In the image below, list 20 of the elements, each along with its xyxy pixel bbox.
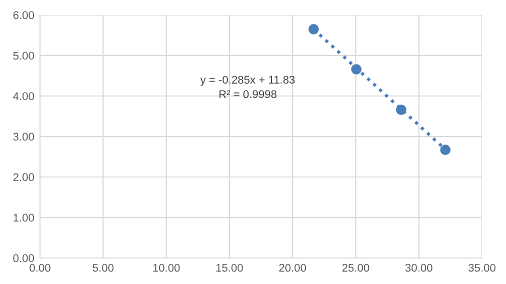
y-tick-label: 0.00: [13, 254, 34, 262]
point: [440, 144, 451, 156]
y-tick-label: 1.00: [14, 214, 34, 222]
x-tick-label: 15.00: [216, 264, 243, 272]
x-tick-label: 0.00: [30, 264, 50, 272]
y-tick-label: 2.00: [13, 173, 34, 182]
y-tick-label: 4.00: [13, 92, 34, 100]
x-tick-label: 20.00: [279, 264, 306, 272]
y-tick-label: 3.00: [13, 132, 34, 141]
x-tick-label: 10.00: [153, 264, 180, 272]
point: [308, 24, 319, 34]
y-tick-label: 5.00: [13, 52, 34, 60]
point: [351, 64, 362, 74]
x-tick-label: 35.00: [468, 264, 496, 272]
y-tick-label: 6.00: [13, 11, 34, 20]
x-tick-label: 5.00: [92, 264, 114, 272]
point: [396, 104, 406, 115]
x-tick-label: 25.00: [342, 264, 370, 272]
x-tick-label: 30.00: [405, 264, 432, 272]
annotation: y = -0.285x + 11.83 R² = 0.9998: [200, 76, 295, 98]
